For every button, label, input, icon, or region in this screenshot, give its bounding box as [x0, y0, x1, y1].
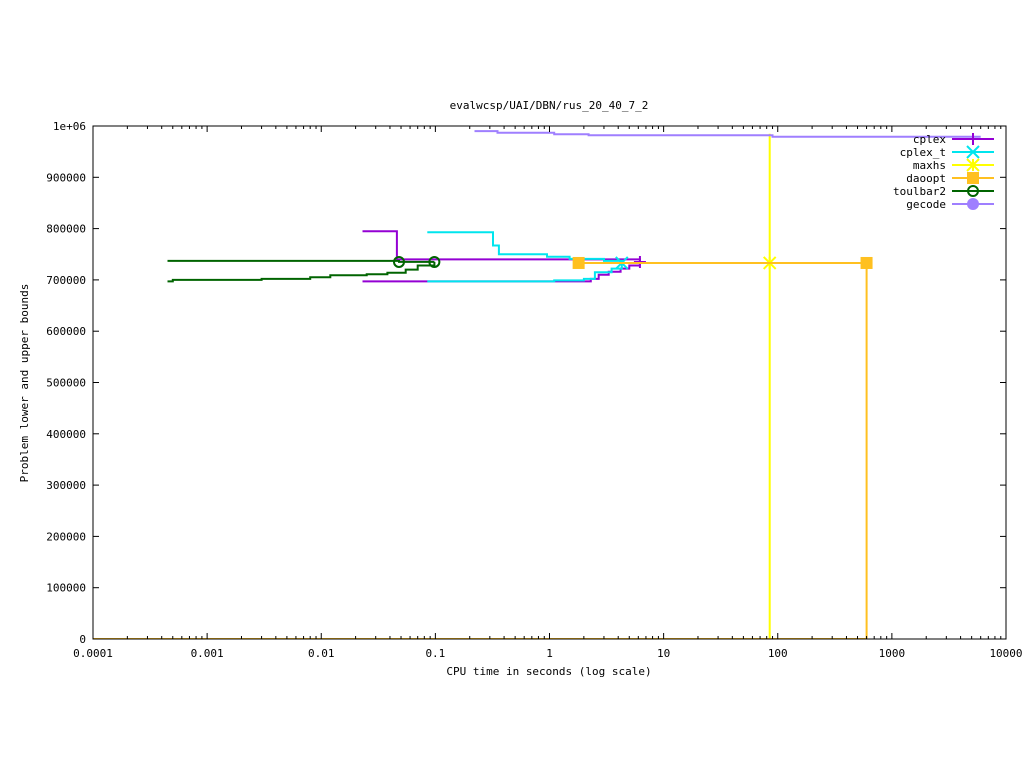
- y-tick-label: 0: [79, 633, 86, 646]
- legend-label: cplex: [913, 133, 946, 146]
- ticks-layer: 0.0001 0.001 0.01 0.1 1 10 100 1000 100000100000…: [46, 120, 1022, 660]
- legend-marker: [967, 172, 979, 184]
- series-line: [578, 262, 868, 639]
- x-tick-label: 1000: [879, 647, 906, 660]
- series-gecode: [474, 130, 981, 138]
- plot-frame: [92, 125, 1007, 640]
- series-toulbar2: [167, 255, 441, 283]
- y-tick-label: 800000: [46, 223, 86, 236]
- y-axis-label: Problem lower and upper bounds: [18, 284, 31, 483]
- series-marker: [572, 256, 585, 269]
- x-tick-label: 1: [546, 647, 553, 660]
- series-marker: [633, 255, 646, 268]
- legend-label: gecode: [906, 198, 946, 211]
- legend-label: daoopt: [906, 172, 946, 185]
- legend-marker: [967, 198, 979, 210]
- series-line: [167, 259, 435, 263]
- legend-label: maxhs: [913, 159, 946, 172]
- legend-label: cplex_t: [900, 146, 946, 159]
- y-tick-label: 900000: [46, 171, 86, 184]
- y-tick-label: 400000: [46, 428, 86, 441]
- y-tick-label: 100000: [46, 582, 86, 595]
- series-maxhs: [93, 133, 777, 639]
- legend-label: toulbar2: [893, 185, 946, 198]
- x-tick-label: 0.01: [308, 647, 335, 660]
- y-tick-label: 200000: [46, 530, 86, 543]
- series-marker: [392, 255, 405, 268]
- series-line: [167, 261, 436, 283]
- x-tick-label: 0.001: [191, 647, 224, 660]
- series-daoopt: [93, 256, 873, 639]
- legend-marker: [967, 133, 979, 145]
- legend-marker: [967, 185, 979, 197]
- y-tick-label: 1e+06: [53, 120, 86, 133]
- x-tick-label: 0.1: [425, 647, 445, 660]
- y-tick-label: 700000: [46, 274, 86, 287]
- y-tick-label: 300000: [46, 479, 86, 492]
- x-axis-label: CPU time in seconds (log scale): [446, 665, 651, 678]
- series-layer: [93, 130, 981, 639]
- x-tick-label: 10000: [989, 647, 1022, 660]
- x-tick-label: 0.0001: [73, 647, 113, 660]
- series-line: [427, 231, 623, 265]
- x-tick-label: 10: [657, 647, 670, 660]
- series-line: [427, 264, 623, 283]
- y-tick-label: 500000: [46, 377, 86, 390]
- series-line: [474, 130, 981, 138]
- series-marker: [860, 256, 873, 269]
- series-marker: [428, 255, 441, 268]
- legend-marker: [966, 145, 980, 159]
- legend-marker: [966, 158, 980, 172]
- y-tick-label: 600000: [46, 325, 86, 338]
- chart-title: evalwcsp/UAI/DBN/rus_20_40_7_2: [450, 99, 649, 112]
- x-tick-label: 100: [768, 647, 788, 660]
- series-cplex: [362, 230, 646, 283]
